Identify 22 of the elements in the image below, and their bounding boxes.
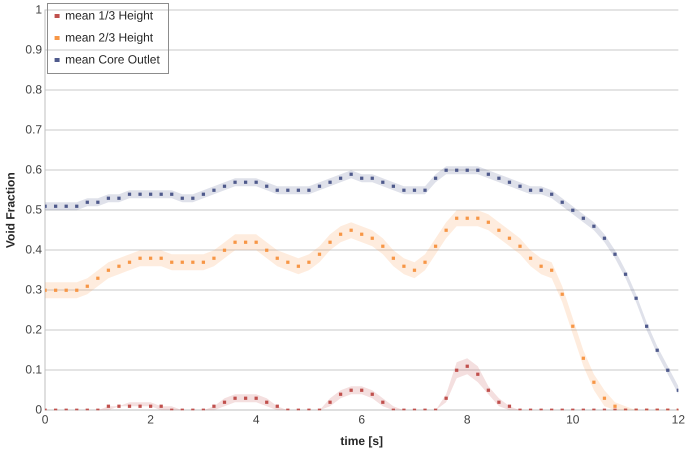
legend-label: mean 1/3 Height <box>65 8 154 22</box>
y-tick-label: 0.4 <box>25 242 42 257</box>
y-tick-label: 0.6 <box>25 162 42 177</box>
x-tick-label: 2 <box>147 412 154 427</box>
x-tick-label: 12 <box>672 412 686 427</box>
y-tick-label: 0.8 <box>25 82 42 97</box>
legend-label: mean Core Outlet <box>65 52 160 66</box>
y-tick-label: 0.9 <box>25 42 42 57</box>
y-tick-label: 1 <box>35 2 42 17</box>
legend-label: mean 2/3 Height <box>65 30 154 44</box>
y-tick-label: 0.3 <box>25 282 42 297</box>
y-tick-label: 0.1 <box>25 362 42 377</box>
x-tick-label: 4 <box>252 412 260 427</box>
x-axis-title: time [s] <box>340 434 384 448</box>
y-tick-label: 0 <box>35 402 42 417</box>
x-tick-label: 6 <box>358 412 366 427</box>
y-tick-label: 0.2 <box>25 322 42 337</box>
y-axis-title: Void Fraction <box>4 172 18 248</box>
x-tick-label: 10 <box>566 412 580 427</box>
y-tick-label: 0.5 <box>25 202 42 217</box>
y-tick-label: 0.7 <box>25 122 42 137</box>
x-tick-label: 8 <box>464 412 471 427</box>
